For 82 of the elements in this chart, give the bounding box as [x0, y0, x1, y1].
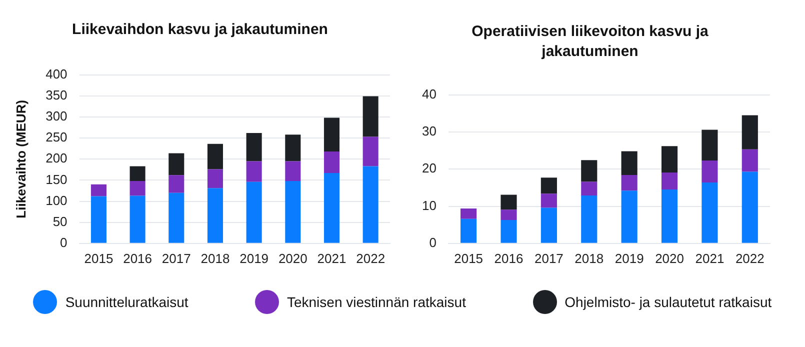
bar: [702, 160, 718, 182]
x-tick-label: 2017: [534, 250, 564, 266]
bar: [362, 96, 378, 137]
bar: [168, 175, 184, 193]
x-tick-label: 2022: [735, 250, 764, 266]
bar: [246, 161, 262, 182]
bar: [500, 220, 517, 243]
y-tick-label: 400: [46, 66, 68, 82]
bar: [621, 190, 638, 243]
legend-label: Ohjelmisto- ja sulautetut ratkaisut: [564, 294, 772, 310]
x-tick-label: 2016: [123, 250, 152, 266]
legend-label: Teknisen viestinnän ratkaisut: [286, 294, 466, 310]
bar: [742, 149, 758, 172]
x-tick-label: 2021: [695, 250, 724, 266]
bar: [702, 182, 718, 243]
x-tick-label: 2018: [200, 250, 230, 266]
x-tick-label: 2018: [574, 250, 604, 266]
y-tick-label: 150: [46, 172, 68, 187]
bar: [500, 210, 517, 220]
bar: [285, 181, 301, 243]
bar: [621, 175, 638, 191]
bar: [742, 172, 758, 243]
bar: [661, 172, 678, 190]
bar: [460, 218, 477, 243]
y-tick-label: 350: [46, 87, 68, 102]
x-tick-label: 2020: [278, 250, 308, 266]
x-tick-label: 2016: [494, 250, 524, 266]
x-tick-label: 2019: [614, 250, 644, 266]
y-tick-label: 0: [60, 234, 68, 250]
bar: [621, 151, 638, 176]
y-tick-label: 40: [422, 86, 436, 102]
y-tick-label: 0: [429, 234, 436, 250]
bar: [285, 134, 301, 162]
x-tick-label: 2022: [356, 250, 386, 266]
y-tick-label: 100: [46, 192, 68, 208]
bar: [324, 118, 340, 152]
x-tick-label: 2021: [317, 250, 346, 266]
y-tick-label: 30: [422, 124, 436, 139]
bar: [168, 192, 184, 243]
bar: [246, 182, 262, 243]
y-tick-label: 10: [422, 198, 436, 213]
bar: [362, 136, 378, 166]
y-tick-label: 250: [46, 130, 68, 145]
y-tick-label: 20: [422, 160, 436, 176]
bar: [581, 195, 598, 243]
bar: [90, 184, 106, 196]
bar: [90, 196, 106, 243]
bar: [207, 188, 223, 243]
bar: [742, 115, 758, 150]
bar: [540, 194, 557, 208]
bar: [661, 146, 678, 172]
bar: [460, 208, 477, 219]
bar: [581, 160, 598, 182]
x-tick-label: 2017: [162, 250, 191, 266]
x-tick-label: 2020: [655, 250, 684, 266]
y-tick-label: 50: [52, 214, 68, 229]
bar: [285, 161, 301, 182]
y-tick-label: 300: [46, 108, 68, 124]
bar: [581, 182, 598, 196]
bar: [207, 169, 223, 188]
bar: [324, 152, 340, 174]
bar: [130, 196, 146, 243]
y-axis-title: Liikevaihto (MEUR): [13, 100, 28, 218]
legend-label: Suunnitteluratkaisut: [65, 294, 188, 310]
bar: [130, 166, 146, 182]
bar: [540, 208, 557, 243]
bar: [661, 190, 678, 243]
bar: [246, 132, 262, 162]
x-tick-label: 2015: [84, 250, 114, 266]
y-tick-label: 200: [46, 150, 68, 166]
bar: [130, 181, 146, 196]
chart-title: Operatiivisen liikevoiton kasvu ja jakautuminen: [470, 22, 710, 62]
x-tick-label: 2019: [240, 250, 269, 266]
bar: [500, 194, 517, 210]
bar: [362, 166, 378, 243]
bar: [324, 173, 340, 243]
bar: [207, 144, 223, 170]
chart-title: Liikevaihdon kasvu ja jakautuminen: [71, 20, 329, 40]
bar: [168, 153, 184, 176]
bar: [702, 130, 718, 161]
bar: [540, 178, 557, 194]
x-tick-label: 2015: [454, 250, 484, 266]
